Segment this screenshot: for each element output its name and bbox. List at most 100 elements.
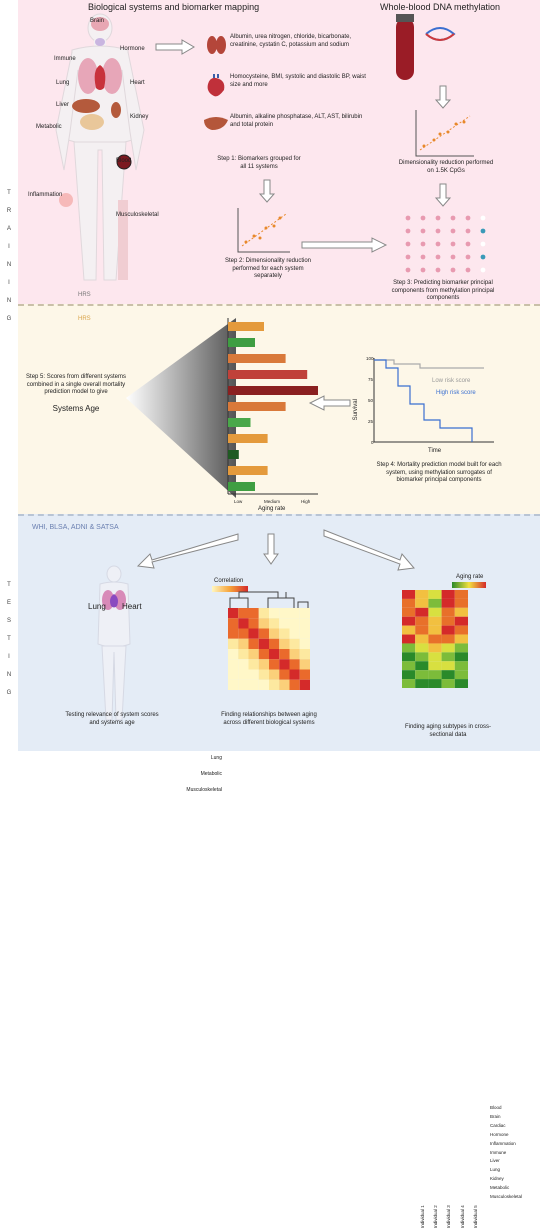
aging-row-label: Kidney <box>490 1176 504 1182</box>
aging-cell <box>415 679 429 688</box>
aging-row-label: Metabolic <box>490 1185 510 1191</box>
aging-subtype-heatmap <box>402 590 468 688</box>
corr-cell <box>258 618 269 629</box>
training-letter: R <box>6 208 12 214</box>
bar-musculoskeletal <box>228 482 255 491</box>
biomarker-group-1: Albumin, urea nitrogen, chloride, bicarb… <box>230 34 352 48</box>
corr-cell <box>248 608 259 619</box>
bar-cardiac <box>228 354 286 363</box>
grid-dot <box>450 228 456 234</box>
corr-cell <box>258 628 269 639</box>
liver-label: Liver <box>56 102 70 108</box>
corr-cell <box>279 618 290 629</box>
low-risk-curve <box>374 359 484 369</box>
correlation-heatmap <box>228 608 310 690</box>
kidney-label: Kidney <box>130 114 149 120</box>
arrow-right-icon <box>155 39 195 55</box>
aging-cell <box>454 670 468 680</box>
aging-cell <box>428 616 442 626</box>
aging-cell <box>402 652 416 662</box>
aging-cell <box>441 670 455 680</box>
aging-cell <box>441 643 455 653</box>
arrow-left-icon <box>308 395 351 411</box>
lung-label: Lung <box>56 80 70 86</box>
training-letter: I <box>8 244 10 250</box>
grid-dot <box>420 228 426 234</box>
bar-inflammation <box>228 386 318 395</box>
grid-dot <box>420 241 426 247</box>
corr-cell <box>258 669 269 680</box>
aging-cell <box>402 679 416 688</box>
corr-cell <box>279 638 290 649</box>
aging-cell <box>415 598 429 608</box>
corr-cell <box>258 608 269 619</box>
aging-cell <box>428 607 442 617</box>
grid-dot <box>405 254 411 260</box>
grid-dot <box>465 241 471 247</box>
musculoskeletal-icon <box>118 200 128 280</box>
aging-row-label: Lung <box>490 1167 501 1173</box>
corr-cell <box>299 659 310 670</box>
grid-dot <box>465 215 471 221</box>
bar-kidney <box>228 418 251 427</box>
aging-cell <box>402 598 416 608</box>
testing-letter: T <box>7 582 11 588</box>
aging-col-label: Individual 4 <box>459 1205 465 1228</box>
aging-rate-colorbar <box>452 582 486 588</box>
aging-cell <box>402 634 416 644</box>
corr-cell <box>228 669 239 680</box>
corr-cell <box>248 618 259 629</box>
aging-cell <box>441 634 455 644</box>
corr-cell <box>238 618 249 629</box>
grid-dot <box>450 215 456 221</box>
dimred-caption: Dimensionality reduction performed on 1.… <box>398 160 494 174</box>
testing-letter: I <box>8 654 10 660</box>
corr-cell <box>248 669 259 680</box>
bar-lung <box>228 450 239 459</box>
arrow-down-icon <box>263 533 279 565</box>
aging-row-label: Blood <box>490 1105 502 1110</box>
step4-caption: Step 4: Mortality prediction model built… <box>376 462 502 483</box>
aging-cell <box>441 625 455 635</box>
aging-cell <box>402 661 416 671</box>
corr-cell <box>228 659 239 670</box>
bar-metabolic <box>228 466 268 475</box>
aging-cell <box>428 590 442 599</box>
aging-cell <box>402 607 416 617</box>
testing-letter: N <box>6 672 12 678</box>
aging-cell <box>402 643 416 653</box>
training-panel-bottom: HRS Step 5: Scores from different system… <box>18 304 540 793</box>
testing-letter: G <box>6 690 12 696</box>
corr-cell <box>299 638 310 649</box>
step2-caption: Step 2: Dimensionality reduction perform… <box>224 258 312 279</box>
testing-letter: E <box>6 600 11 606</box>
bar-label: Lung <box>210 755 222 761</box>
heart-label-test: Heart <box>122 602 142 611</box>
step3-caption: Step 3: Predicting biomarker principal c… <box>391 280 495 301</box>
aging-cell <box>454 643 468 653</box>
corr-cell <box>258 659 269 670</box>
corr-cell <box>238 679 249 690</box>
grid-dot <box>435 254 441 260</box>
aging-cell <box>441 607 455 617</box>
aging-cell <box>428 652 442 662</box>
caption-test-3: Finding aging subtypes in cross-sectiona… <box>404 724 492 738</box>
hormone-icon <box>95 38 105 46</box>
aging-cell <box>428 625 442 635</box>
training-letter: A <box>6 226 11 232</box>
bar-hormone <box>228 370 308 379</box>
aging-col-label: Individual 3 <box>446 1205 452 1228</box>
training-letter: G <box>6 316 12 322</box>
aging-cell <box>402 590 416 599</box>
grid-dot <box>480 241 486 247</box>
corr-cell <box>289 679 300 690</box>
grid-dot <box>405 228 411 234</box>
aging-cell <box>441 598 455 608</box>
brain-icon <box>91 17 109 31</box>
aging-row-label: Liver <box>490 1158 500 1164</box>
aging-cell <box>428 661 442 671</box>
ytick: 50 <box>368 398 374 403</box>
aging-cell <box>415 590 429 599</box>
corr-cell <box>269 649 280 660</box>
caption-test-2: Finding relationships between aging acro… <box>221 712 317 726</box>
